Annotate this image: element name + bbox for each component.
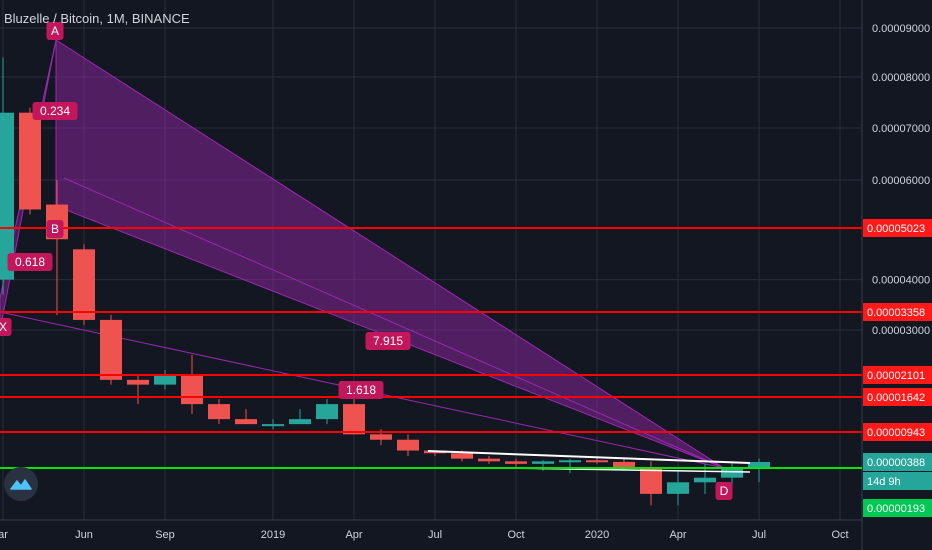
pattern-ratio-label-bg: [338, 381, 384, 399]
pattern-ratio-label-bg: [7, 253, 53, 271]
x-tick-label: Oct: [507, 529, 524, 541]
price-label-bg: [863, 366, 932, 384]
candle-body: [127, 379, 149, 385]
candle-body: [532, 461, 554, 464]
pattern-point-label: X: [0, 320, 7, 334]
pattern-point-label-bg: [46, 22, 64, 40]
price-label-bg: [863, 388, 932, 406]
trendline-upper: [427, 450, 751, 464]
price-label-bg: [863, 303, 932, 321]
candle-body: [19, 112, 41, 210]
x-tick-label: Jul: [752, 529, 766, 541]
candle-body: [235, 419, 257, 425]
price-label-bg: [863, 219, 932, 237]
candle-body: [100, 319, 122, 380]
harmonic-bd-line: [63, 177, 725, 469]
candle-body: [694, 477, 716, 483]
pattern-ratio-label-bg: [32, 102, 78, 120]
price-label-bg: [863, 499, 932, 517]
candle-body: [181, 375, 203, 405]
y-tick-label: 0.00006000: [872, 175, 930, 187]
price-label-text: 0.00001642: [867, 392, 925, 404]
candle-body: [505, 461, 527, 464]
price-label-bg: [863, 453, 932, 471]
x-tick-label: ar: [0, 529, 8, 541]
candle-body: [73, 249, 95, 320]
price-label-text: 0.00000943: [867, 427, 925, 439]
price-label-bg: [863, 423, 932, 441]
candle-body: [559, 460, 581, 463]
x-tick-label: 2019: [261, 529, 285, 541]
pattern-point-label: D: [720, 484, 729, 498]
candle-body: [667, 482, 689, 494]
candle-body: [721, 468, 743, 478]
candle-body: [640, 468, 662, 494]
pattern-ratio-label: 0.618: [15, 255, 45, 269]
y-tick-label: 0.00003000: [872, 325, 930, 337]
x-tick-label: Apr: [345, 529, 362, 541]
candle-body: [208, 404, 230, 420]
pattern-ratio-label: 1.618: [346, 383, 376, 397]
candle-body: [586, 460, 608, 463]
x-tick-label: 2020: [585, 529, 609, 541]
pattern-ratio-label-bg: [365, 332, 411, 350]
logo-glyph-icon: [10, 479, 32, 490]
pattern-point-label-bg: [0, 318, 12, 336]
candle-body: [478, 458, 500, 462]
candle-body: [262, 424, 284, 427]
price-label-text: 0.00003358: [867, 307, 925, 319]
candle-body: [154, 375, 176, 385]
pattern-point-label-bg: [715, 482, 733, 500]
candle-body: [316, 404, 338, 420]
x-tick-label: Jun: [75, 529, 93, 541]
y-tick-label: 0.00008000: [872, 72, 930, 84]
candle-body: [748, 462, 770, 469]
pattern-ratio-label: 0.234: [40, 104, 70, 118]
x-tick-label: Apr: [669, 529, 686, 541]
candle-body: [343, 404, 365, 435]
x-tick-label: Jul: [428, 529, 442, 541]
countdown-text: 14d 9h: [867, 476, 901, 488]
y-tick-label: 0.00007000: [872, 123, 930, 135]
candle-body: [451, 453, 473, 459]
countdown-bg: [863, 472, 932, 490]
x-tick-label: Sep: [155, 529, 175, 541]
candle-body: [289, 419, 311, 425]
pattern-point-label: A: [51, 24, 59, 38]
candle-body: [0, 112, 14, 280]
tradingview-logo-icon[interactable]: [4, 467, 38, 501]
pattern-point-label: B: [51, 222, 59, 236]
y-tick-label: 0.00004000: [872, 275, 930, 287]
candle-body: [370, 434, 392, 440]
pattern-ratio-label: 7.915: [373, 334, 403, 348]
price-label-text: 0.00005023: [867, 223, 925, 235]
y-tick-label: 0.00009000: [872, 23, 930, 35]
x-tick-label: Oct: [831, 529, 848, 541]
candle-body: [613, 461, 635, 469]
price-label-text: 0.00002101: [867, 370, 925, 382]
pattern-point-label-bg: [46, 220, 64, 238]
chart-title: Bluzelle / Bitcoin, 1M, BINANCE: [4, 11, 190, 26]
price-label-text: 0.00000388: [867, 457, 925, 469]
price-label-text: 0.00000193: [867, 503, 925, 515]
candle-body: [397, 439, 419, 451]
